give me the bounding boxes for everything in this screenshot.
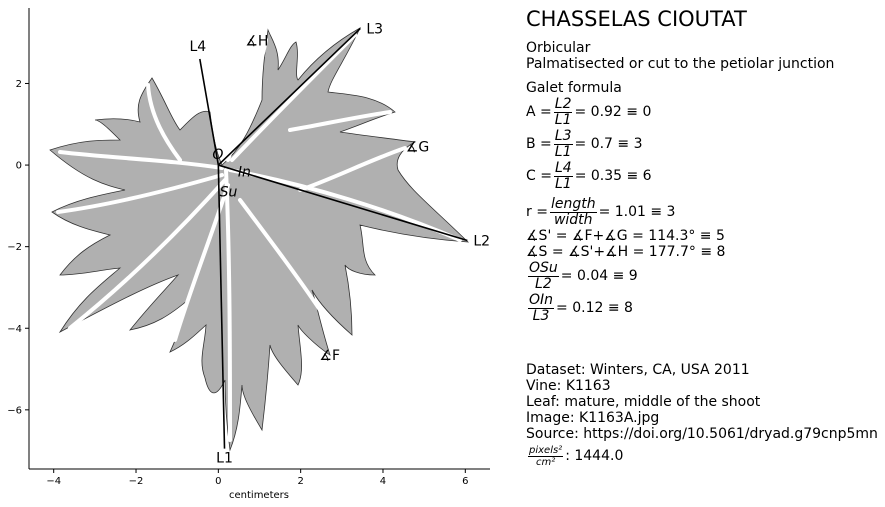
sinus-text: Palmatisected or cut to the petiolar jun… [526, 56, 835, 72]
leaf-text: Leaf: mature, middle of the shoot [526, 394, 761, 410]
point-label-l3: L3 [366, 21, 383, 37]
formula-osu-fraction: OSu L2 [528, 259, 559, 292]
formula-oin: OIn L3 = 0.12 ≡ 8 [526, 292, 884, 324]
galet-heading: Galet formula [526, 80, 622, 96]
scale-den: cm² [535, 456, 556, 468]
vine-text: Vine: K1163 [526, 378, 611, 394]
formula-osu: OSu L2 = 0.04 ≡ 9 [526, 260, 884, 292]
formula-a-den: L1 [554, 111, 572, 128]
formula-oin-num: OIn [528, 291, 555, 309]
scale-value: : 1444.0 [565, 448, 624, 464]
formula-b-prefix: B = [526, 136, 552, 152]
point-label-l2: L2 [473, 234, 490, 250]
formula-osu-num: OSu [528, 259, 559, 277]
dataset-panel: Dataset: Winters, CA, USA 2011 Vine: K11… [526, 362, 878, 470]
formula-oin-den: L3 [532, 307, 550, 324]
formula-oin-value: = 0.12 ≡ 8 [556, 300, 633, 316]
formula-a-fraction: L2 L1 [553, 95, 573, 128]
x-tick-label: 0 [215, 476, 221, 487]
point-label-l1: L1 [216, 451, 233, 467]
x-tick-label: −2 [129, 476, 144, 487]
x-ticks: −4 −2 0 2 4 6 [46, 469, 468, 487]
formula-b-num: L3 [553, 127, 573, 145]
formula-c-value: = 0.35 ≡ 6 [574, 168, 652, 184]
measure-line-l4 [199, 58, 220, 166]
leaf-chart: −4 −2 0 2 4 6 2 0 −2 −4 −6 centimeters L1 L2 L3 L4 OI… [7, 8, 490, 501]
scale-line: pixels² cm² : 1444.0 [526, 442, 878, 470]
formula-osu-value: = 0.04 ≡ 9 [560, 268, 638, 284]
formula-a: A = L2 L1 = 0.92 ≡ 0 [526, 96, 884, 128]
measure-lines [199, 27, 468, 449]
image-text: Image: K1163A.jpg [526, 410, 660, 426]
point-label-l4: L4 [189, 39, 206, 55]
formula-r-num: length [549, 195, 597, 213]
measure-line-l2 [218, 164, 468, 242]
formula-c-fraction: L4 L1 [553, 159, 573, 192]
leaf-blade [49, 27, 470, 452]
source-text: Source: https://doi.org/10.5061/dryad.g7… [526, 426, 878, 442]
measure-line-l1 [217, 165, 226, 449]
formula-r-fraction: length width [549, 195, 597, 228]
point-label-angle-f: ∡F [319, 348, 340, 364]
y-ticks: 2 0 −2 −4 −6 [7, 79, 29, 416]
formula-b-value: = 0.7 ≡ 3 [574, 136, 643, 152]
cultivar-title: CHASSELAS CIOUTAT [526, 7, 747, 31]
formula-a-value: = 0.92 ≡ 0 [574, 104, 652, 120]
y-tick-label: 0 [16, 161, 22, 172]
leaf-veins [56, 33, 462, 442]
formula-oin-fraction: OIn L3 [528, 291, 555, 324]
formula-b-fraction: L3 L1 [553, 127, 573, 160]
scale-num: pixels² [528, 444, 564, 457]
x-tick-label: 2 [297, 476, 303, 487]
formula-r-den: width [553, 211, 593, 228]
formula-a-prefix: A = [526, 104, 552, 120]
formula-c-prefix: C = [526, 168, 552, 184]
scale-fraction: pixels² cm² [528, 444, 564, 468]
formula-b: B = L3 L1 = 0.7 ≡ 3 [526, 128, 884, 160]
x-axis-title: centimeters [229, 490, 289, 501]
angle-s-prime: ∡S' = ∡F+∡G = 114.3° ≡ 5 [526, 228, 725, 244]
point-label-o: O [212, 147, 223, 163]
x-tick-label: 6 [462, 476, 468, 487]
point-label-angle-h: ∡H [245, 34, 268, 50]
shape-text: Orbicular [526, 40, 591, 56]
formula-c: C = L4 L1 = 0.35 ≡ 6 [526, 160, 884, 192]
formula-b-den: L1 [554, 143, 572, 160]
point-label-su: Su [220, 184, 238, 200]
formula-osu-den: L2 [535, 275, 552, 292]
formula-c-den: L1 [554, 175, 572, 192]
y-tick-label: −2 [7, 242, 22, 253]
formula-r: r = length width = 1.01 ≡ 3 [526, 196, 884, 228]
y-tick-label: −4 [7, 324, 22, 335]
x-tick-label: 4 [380, 476, 386, 487]
angle-s: ∡S = ∡S'+∡H = 177.7° ≡ 8 [526, 244, 726, 260]
formula-r-prefix: r = [526, 204, 548, 220]
y-tick-label: −6 [7, 405, 22, 416]
formula-c-num: L4 [553, 159, 573, 177]
point-label-in: In [238, 165, 251, 181]
y-tick-label: 2 [16, 79, 22, 90]
dataset-text: Dataset: Winters, CA, USA 2011 [526, 362, 750, 378]
measure-line-l3 [217, 27, 361, 166]
formula-a-num: L2 [553, 95, 573, 113]
formula-r-value: = 1.01 ≡ 3 [598, 204, 676, 220]
point-label-angle-g: ∡G [406, 140, 429, 156]
info-panel: CHASSELAS CIOUTAT Orbicular Palmatisecte… [526, 6, 884, 324]
x-tick-label: −4 [46, 476, 61, 487]
